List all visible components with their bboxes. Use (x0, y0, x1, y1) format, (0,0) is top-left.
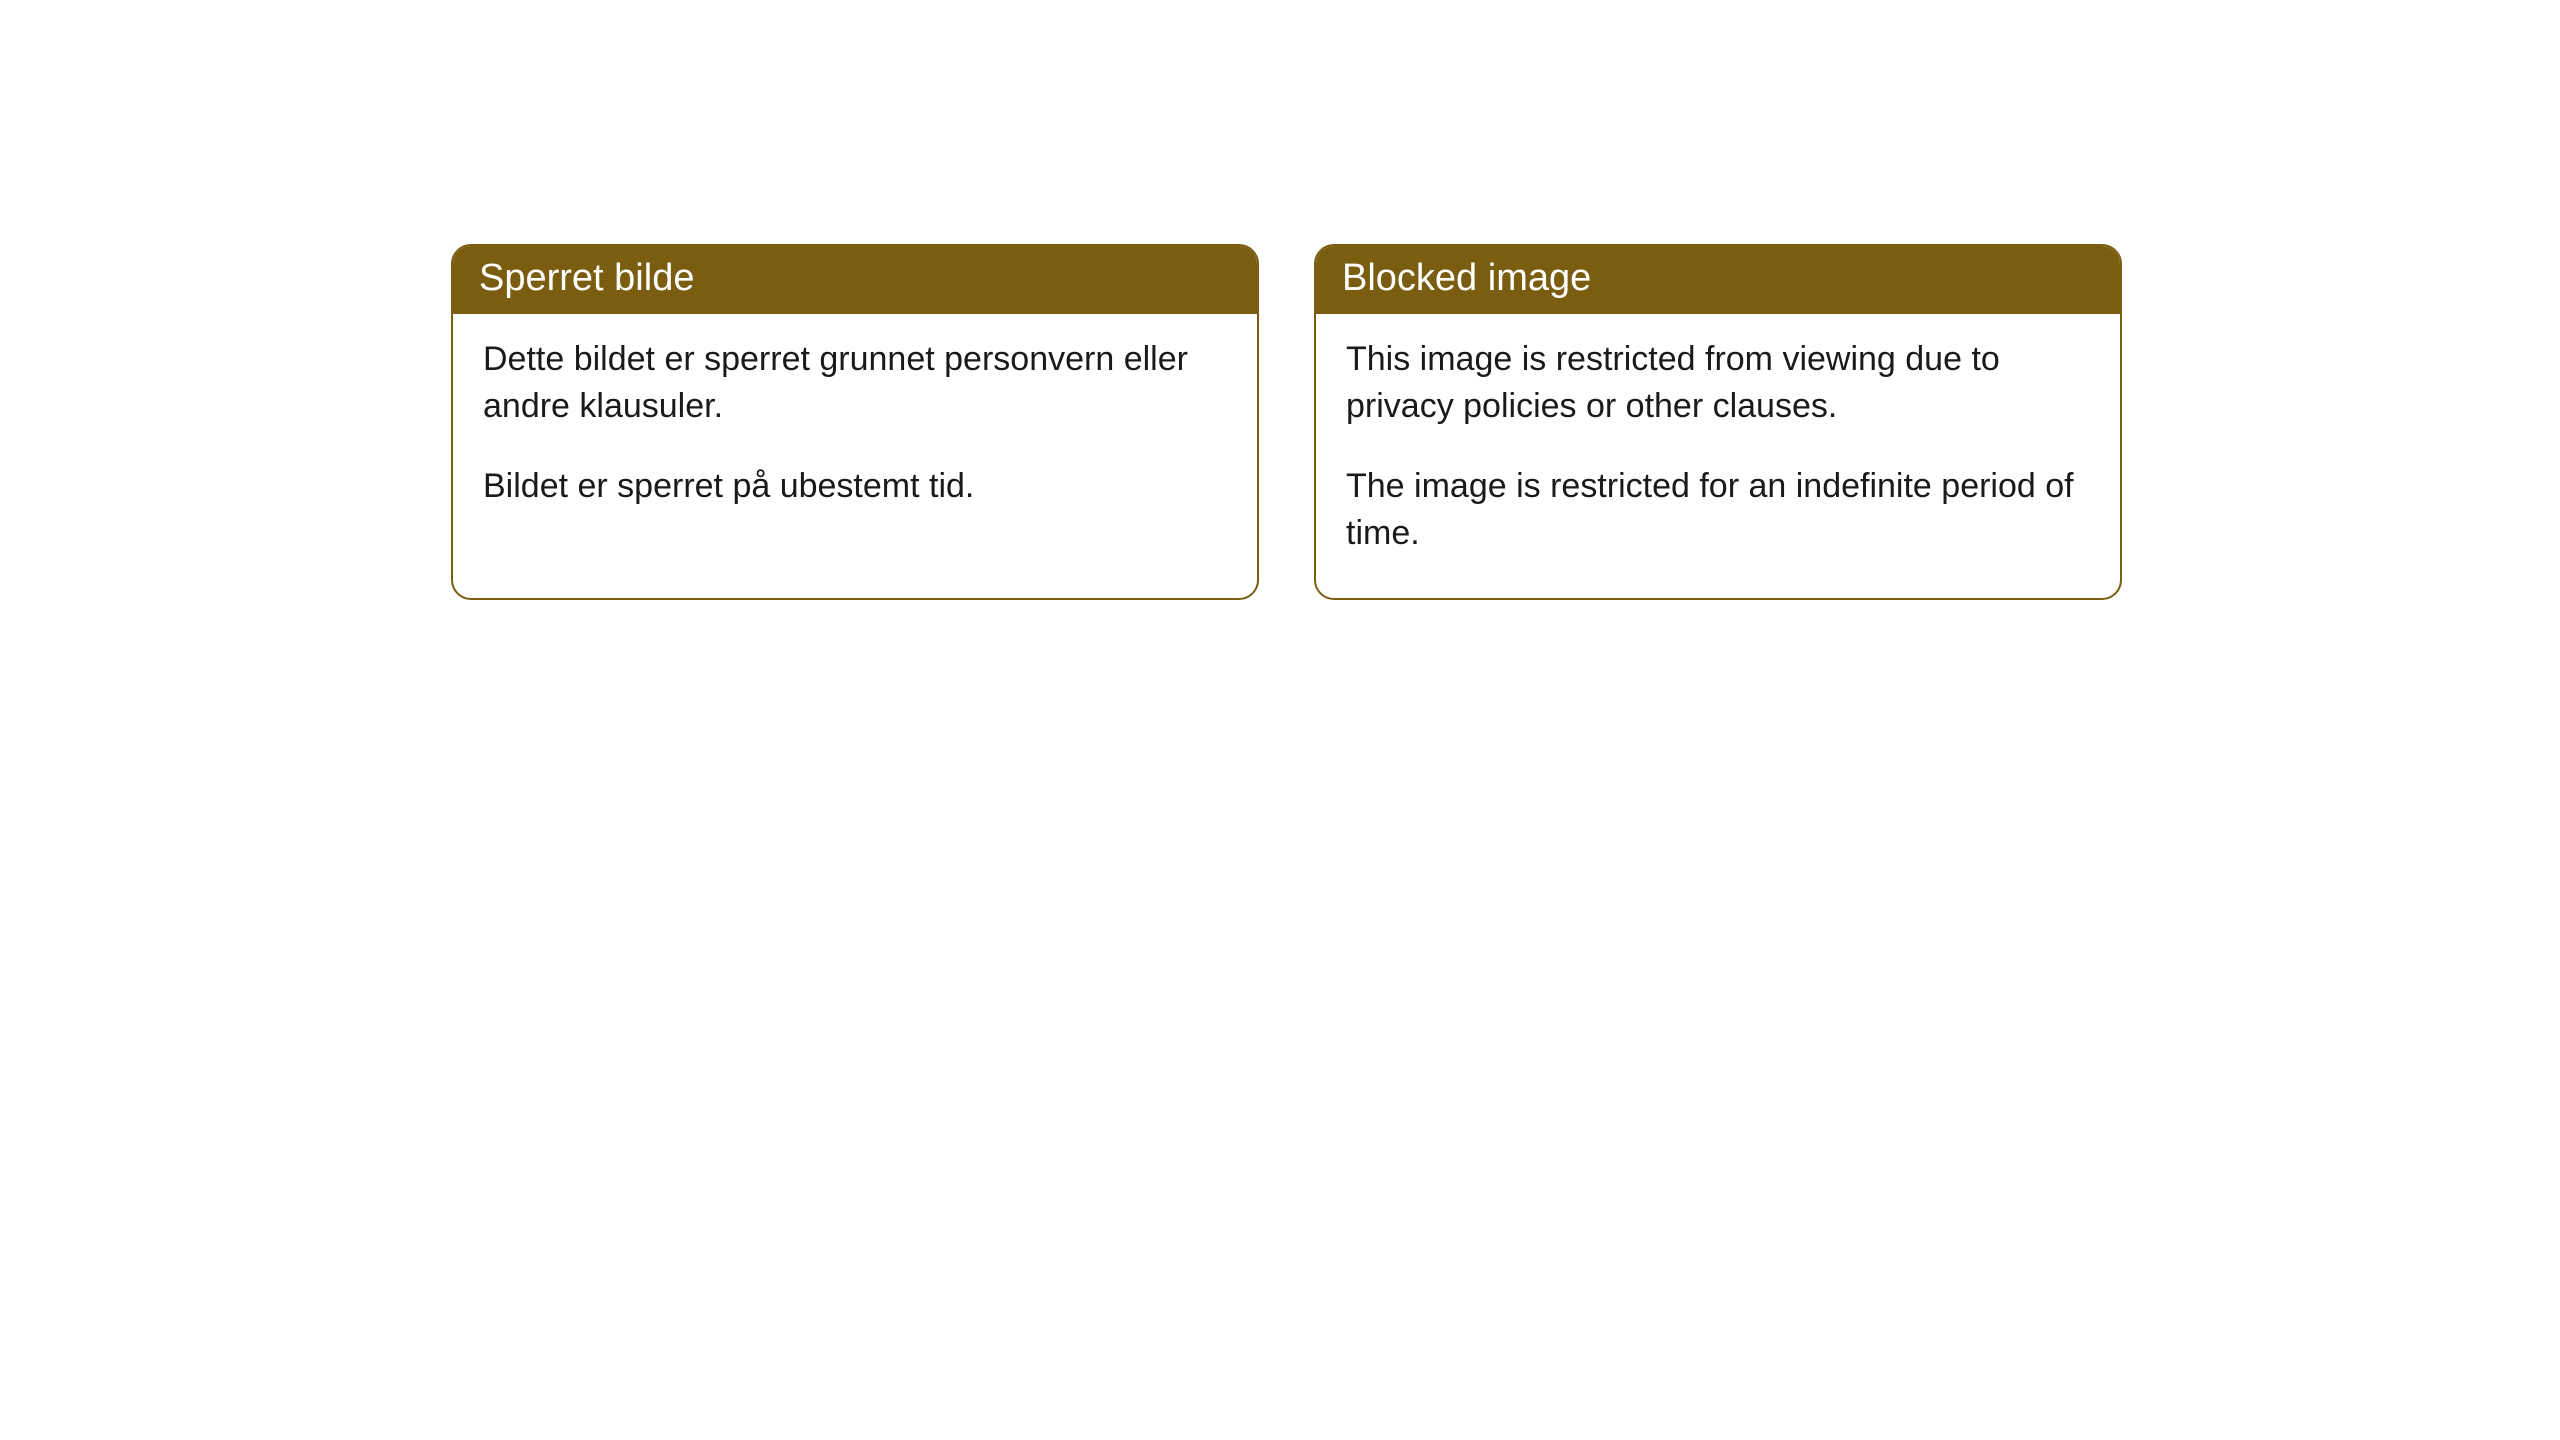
card-title: Blocked image (1342, 257, 1591, 299)
card-body-english: This image is restricted from viewing du… (1316, 314, 2120, 598)
card-paragraph-2: Bildet er sperret på ubestemt tid. (483, 463, 1227, 511)
blocked-image-card-norwegian: Sperret bilde Dette bildet er sperret gr… (451, 244, 1259, 600)
card-paragraph-1: Dette bildet er sperret grunnet personve… (483, 336, 1227, 431)
blocked-image-card-english: Blocked image This image is restricted f… (1314, 244, 2122, 600)
card-body-norwegian: Dette bildet er sperret grunnet personve… (453, 314, 1257, 551)
notice-cards-container: Sperret bilde Dette bildet er sperret gr… (451, 244, 2560, 600)
card-paragraph-1: This image is restricted from viewing du… (1346, 336, 2090, 431)
card-header-english: Blocked image (1316, 246, 2120, 314)
card-header-norwegian: Sperret bilde (453, 246, 1257, 314)
card-title: Sperret bilde (479, 257, 694, 299)
card-paragraph-2: The image is restricted for an indefinit… (1346, 463, 2090, 558)
